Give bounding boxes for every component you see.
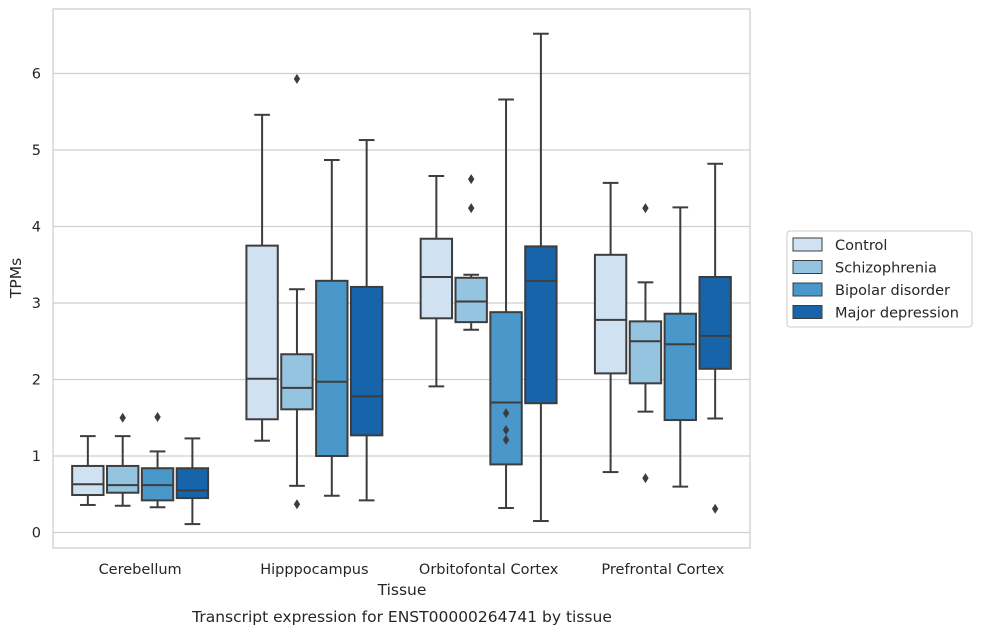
outlier-marker [293,73,301,84]
box-major-depression [524,32,558,523]
y-tick-label: 4 [32,220,41,236]
x-axis-label: Tissue [377,581,427,599]
outlier-marker [502,434,510,445]
box-control [419,175,454,388]
legend-label: Major depression [835,306,959,322]
box-iqr [245,244,279,421]
box-iqr [315,279,349,457]
outlier-marker [293,499,301,510]
y-tick-label: 3 [32,296,41,312]
legend-label: Schizophrenia [835,261,937,277]
box-control [593,181,628,474]
legend-label: Control [835,238,887,254]
box-iqr [663,312,697,422]
y-tick-labels: 0 1 2 3 4 5 6 [32,67,41,542]
y-tick-label: 6 [32,67,41,83]
box-iqr [419,237,454,320]
box-schizophrenia [280,73,314,510]
box-schizophrenia [454,174,488,331]
outlier-marker [502,424,510,435]
outlier-marker [468,174,475,185]
outlier-marker [711,503,719,514]
legend-swatch [792,305,823,319]
box-iqr [628,320,663,385]
x-tick-label: Prefrontal Cortex [601,562,724,578]
box-schizophrenia [106,412,140,507]
box-control [71,435,105,506]
legend-frame [786,230,973,328]
outlier-marker [502,408,510,419]
x-tick-label: Orbitofontal Cortex [419,562,559,578]
box-bipolar-disorder [315,158,349,497]
outlier-marker [642,473,649,484]
y-tick-label: 1 [32,449,41,465]
outlier-marker [154,411,161,422]
box-control [245,113,279,442]
box-iqr [175,467,210,500]
box-iqr [524,245,558,405]
box-iqr [593,253,628,375]
legend-swatch [792,260,823,274]
box-bipolar-disorder [489,98,523,510]
gridlines [53,72,750,534]
legend: Control Schizophrenia Bipolar disorder Majo… [786,230,973,328]
x-tick-label: Cerebellum [99,562,182,578]
box-bipolar-disorder [663,206,697,488]
outlier-marker [642,203,649,214]
box-iqr [106,464,140,494]
box-iqr [71,464,105,497]
legend-swatch [792,282,823,297]
plot-frame [52,8,751,549]
y-axis-label: TPMs [7,258,25,299]
box-bipolar-disorder [140,411,175,509]
box-major-depression [175,437,210,526]
y-tick-label: 5 [32,143,41,159]
box-iqr [698,275,732,370]
box-iqr [349,285,384,437]
chart-caption: Transcript expression for ENST0000026474… [191,608,612,626]
y-tick-label: 0 [32,526,41,542]
box-iqr [280,353,314,411]
box-major-depression [698,162,732,514]
y-tick-label: 2 [32,373,41,389]
legend-label: Bipolar disorder [835,283,950,299]
box-iqr [454,276,488,324]
outlier-marker [468,203,475,214]
box-groups [71,32,732,526]
box-schizophrenia [628,203,663,484]
x-tick-label: Hipppocampus [260,562,368,578]
outlier-marker [119,412,126,423]
x-tick-labels: Cerebellum Hipppocampus Orbitofontal Corte… [99,562,725,578]
box-major-depression [349,139,384,502]
legend-swatch [792,237,823,252]
